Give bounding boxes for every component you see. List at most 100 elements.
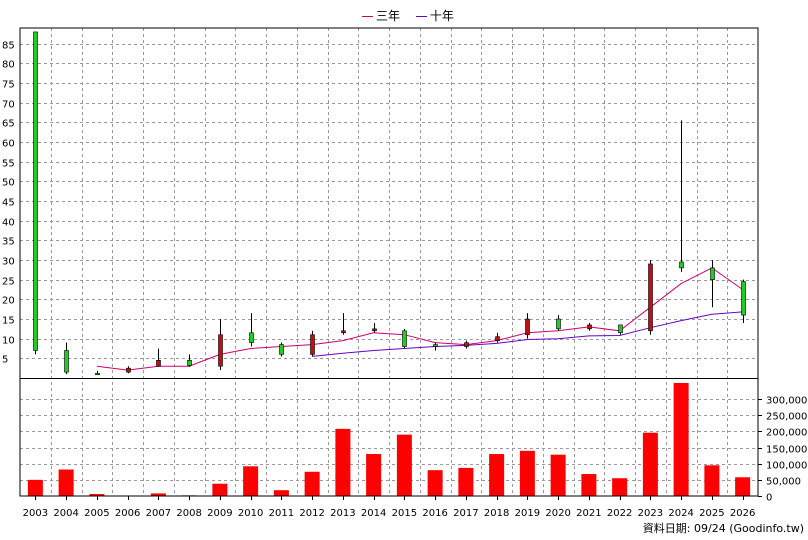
volume-tick-label: 100,000 (766, 461, 807, 472)
volume-bar (335, 428, 351, 496)
volume-tick-label: 300,000 (766, 396, 807, 407)
x-tick-label: 2022 (607, 508, 632, 519)
candle-body (741, 281, 746, 316)
candle-body (33, 31, 38, 351)
price-tick-label: 10 (2, 336, 15, 347)
legend-swatch-ma10 (415, 16, 427, 17)
x-tick-label: 2023 (638, 508, 663, 519)
legend-swatch-ma3 (362, 16, 373, 17)
volume-bar (396, 434, 412, 496)
price-tick-label: 25 (2, 277, 15, 288)
candle-body (187, 360, 192, 366)
volume-bar (273, 490, 289, 496)
volume-bar (704, 465, 720, 496)
price-tick-label: 35 (2, 237, 15, 248)
candle-body (341, 330, 346, 334)
x-tick-label: 2021 (576, 508, 601, 519)
volume-tick-label: 0 (766, 493, 772, 504)
candle-body (156, 360, 161, 367)
candle-body (218, 334, 223, 367)
volume-bar (27, 479, 43, 496)
volume-bar (366, 454, 382, 496)
candle-body (64, 350, 69, 373)
price-tick-label: 85 (2, 41, 15, 52)
candle-body (587, 324, 592, 330)
x-tick-label: 2020 (545, 508, 570, 519)
price-tick-label: 60 (2, 139, 15, 150)
volume-bar (612, 478, 628, 496)
candle-body (648, 263, 653, 332)
volume-tick-label: 50,000 (766, 477, 801, 488)
volume-bar (89, 494, 105, 496)
x-tick-label: 2010 (238, 508, 263, 519)
candle-body (310, 334, 315, 355)
price-tick-label: 50 (2, 178, 15, 189)
x-tick-label: 2006 (115, 508, 140, 519)
volume-bar (735, 477, 751, 496)
candle-body (710, 267, 715, 280)
volume-bar (519, 450, 535, 496)
chart-grid (20, 28, 758, 496)
x-tick-label: 2026 (730, 508, 755, 519)
x-tick-label: 2019 (515, 508, 540, 519)
candle-body (402, 330, 407, 347)
legend-item-ma10: 十年 (415, 7, 454, 24)
volume-tick-label: 150,000 (766, 445, 807, 456)
year-axis: 2003 2004 2005 2006 2007 2008 2009 2010 2011 2012… (23, 496, 755, 519)
ma3-line (96, 267, 743, 371)
volume-bar (581, 474, 597, 496)
candle-body (618, 324, 623, 334)
candle-body (126, 367, 131, 373)
price-tick-label: 15 (2, 316, 15, 327)
source-note: 資料日期: 09/24 (Goodinfo.tw) (642, 522, 804, 535)
price-axis: 5 10 15 20 25 30 35 40 45 50 55 60 65 70 75 80 85 (2, 41, 15, 366)
price-tick-label: 55 (2, 159, 15, 170)
x-tick-label: 2025 (699, 508, 724, 519)
price-tick-label: 30 (2, 257, 15, 268)
x-tick-label: 2024 (668, 508, 693, 519)
volume-bar (673, 383, 689, 496)
price-tick-label: 65 (2, 119, 15, 130)
x-tick-label: 2003 (23, 508, 48, 519)
price-candles (33, 31, 746, 376)
legend-item-ma3: 三年 (362, 7, 400, 24)
price-tick-label: 45 (2, 198, 15, 209)
volume-bar (243, 466, 259, 496)
x-tick-label: 2004 (53, 508, 78, 519)
x-tick-label: 2015 (392, 508, 417, 519)
price-tick-label: 70 (2, 100, 15, 111)
x-tick-label: 2009 (207, 508, 232, 519)
x-tick-label: 2016 (422, 508, 447, 519)
legend: 三年 十年 (362, 7, 466, 24)
candle-body (525, 318, 530, 336)
volume-tick-label: 200,000 (766, 428, 807, 439)
ma10-line (312, 311, 743, 357)
candle-body (556, 318, 561, 330)
candle-body (279, 344, 284, 355)
x-tick-label: 2007 (146, 508, 171, 519)
volume-axis: 0 50,000 100,000 150,000 200,000 250,000 300,0… (758, 396, 807, 504)
candle-body (679, 261, 684, 269)
candle-body (249, 332, 254, 343)
volume-tick-label: 250,000 (766, 412, 807, 423)
volume-bar (489, 454, 505, 496)
candle-body (372, 328, 377, 332)
price-tick-label: 40 (2, 218, 15, 229)
legend-label-ma10: 十年 (429, 9, 454, 23)
volume-bar (58, 469, 74, 496)
volume-bar (550, 454, 566, 496)
candle-body (495, 336, 500, 341)
volume-bar (427, 470, 443, 496)
volume-bar (212, 483, 228, 496)
x-tick-label: 2017 (453, 508, 478, 519)
plot-frame (19, 27, 759, 497)
volume-bar (304, 471, 320, 496)
candle-body (464, 342, 469, 347)
legend-label-ma3: 三年 (376, 9, 401, 23)
candle-body (433, 344, 438, 347)
x-tick-label: 2018 (484, 508, 509, 519)
moving-average-lines (96, 267, 743, 371)
x-tick-label: 2013 (330, 508, 355, 519)
x-tick-label: 2011 (269, 508, 294, 519)
